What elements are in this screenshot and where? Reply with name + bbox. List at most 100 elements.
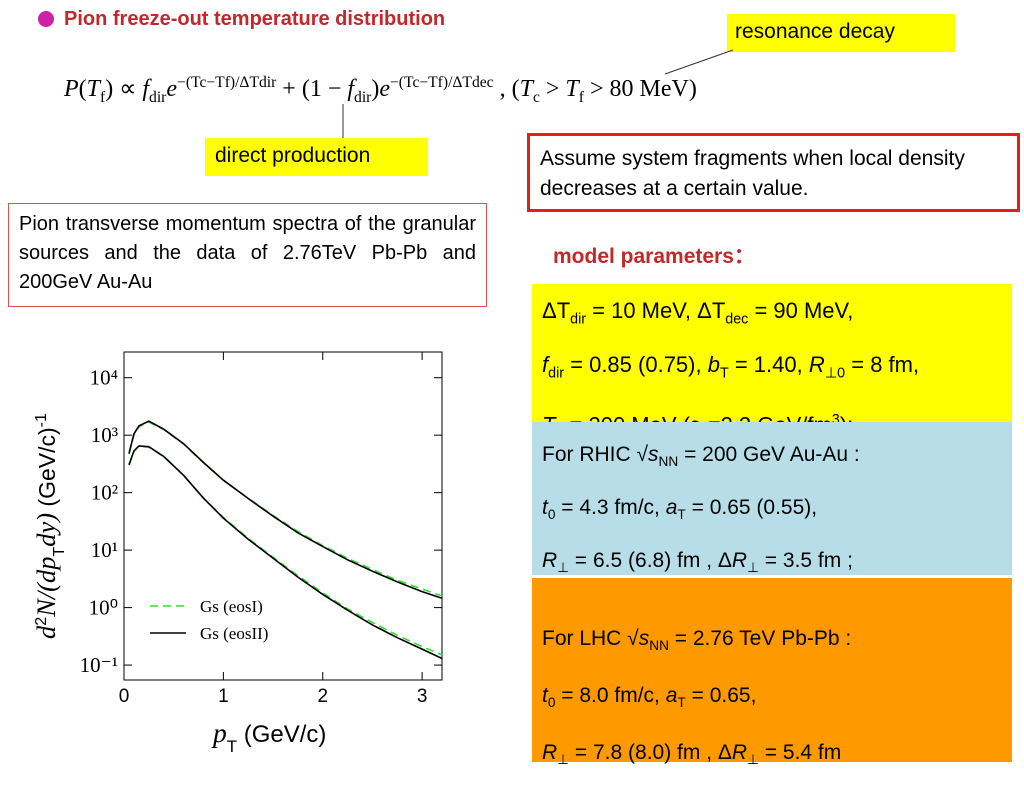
parameter-line: R⊥ = 7.8 (8.0) fm , ΔR⊥ = 5.4 fm: [542, 728, 1012, 785]
italic: N/(dp: [31, 557, 61, 618]
text: = 4.3 fm/c,: [555, 496, 666, 520]
text: = 0.65,: [685, 684, 757, 708]
slide-title: Pion freeze-out temperature distribution: [64, 8, 446, 30]
subscript: T: [677, 507, 686, 523]
italic: f: [142, 76, 150, 102]
parameters-title: model parameters：: [553, 245, 755, 268]
italic: R: [542, 741, 558, 765]
x-tick-label: 2: [317, 686, 328, 707]
y-tick-label: 10²: [91, 481, 118, 505]
subscript: dir: [149, 88, 167, 106]
callout-resonance: resonance decay: [727, 14, 955, 52]
text: = 8.0 fm/c,: [555, 684, 666, 708]
slide: Pion freeze-out temperature distribution…: [8, 8, 1020, 768]
parameters-rhic: For RHIC √sNN = 200 GeV Au-Au : t0 = 4.3 …: [532, 422, 1012, 576]
subscript: T: [227, 737, 237, 756]
italic: dy): [31, 513, 61, 547]
superscript: −(Tc−Tf)/ΔTdir: [177, 74, 277, 91]
text: = 200 GeV Au-Au :: [678, 443, 860, 466]
italic: R: [542, 549, 558, 573]
description-box: Pion transverse momentum spectra of the …: [8, 203, 487, 307]
text: = 10 MeV, ΔT: [586, 298, 726, 323]
callout-lines: [342, 49, 734, 138]
parameters-common: ΔTdir = 10 MeV, ΔTdec = 90 MeV, fdir = 0.…: [532, 284, 1012, 442]
text: (GeV/c): [34, 427, 60, 513]
subscript: c: [532, 88, 540, 106]
text: For LHC √: [542, 627, 639, 650]
text: (GeV/c): [237, 721, 326, 748]
subscript: NN: [649, 638, 669, 654]
legend-label: Gs (eosII): [200, 624, 268, 643]
text: = 6.5 (6.8) fm , Δ: [569, 549, 732, 573]
text: + (1 −: [276, 76, 348, 102]
italic: e: [379, 76, 391, 102]
curve: [128, 445, 443, 660]
x-tick-label: 1: [218, 686, 229, 707]
subscript: dir: [548, 365, 565, 382]
italic: t: [542, 684, 548, 708]
formula: P(Tf) ∝ fdire−(Tc−Tf)/ΔTdir + (1 − fdir)…: [64, 74, 697, 107]
subscript: dir: [570, 311, 587, 328]
y-tick-label: 10⁴: [90, 366, 118, 390]
italic: f: [542, 352, 549, 378]
text: For RHIC √: [542, 443, 649, 466]
text: ΔT: [542, 298, 571, 323]
italic: t: [542, 496, 548, 520]
italic: f: [347, 76, 355, 102]
italic: a: [665, 496, 678, 520]
text: >: [539, 76, 566, 102]
y-axis-label: d2N/(dpTdy) (GeV/c)-1: [31, 413, 68, 639]
text: ) ∝: [105, 76, 143, 102]
text: , (: [493, 76, 520, 102]
parameter-line: R⊥ = 6.5 (6.8) fm , ΔR⊥ = 3.5 fm ;: [542, 538, 1012, 591]
parameter-line: t0 = 4.3 fm/c, aT = 0.65 (0.55),: [542, 485, 1012, 538]
italic: R: [808, 352, 825, 378]
subscript: T: [677, 695, 686, 711]
y-tick-label: 10⁰: [89, 596, 118, 620]
text: = 90 MeV,: [748, 298, 854, 323]
text: = 5.4 fm: [758, 741, 842, 765]
pointer: [664, 49, 734, 75]
x-tick-label: 0: [119, 686, 130, 707]
subscript: dir: [354, 88, 372, 106]
subscript: ⊥: [747, 560, 759, 576]
subscript: ⊥: [557, 560, 570, 576]
curve: [128, 420, 443, 600]
legend-label: Gs (eosI): [200, 597, 263, 616]
parameter-line: t0 = 8.0 fm/c, aT = 0.65,: [542, 671, 1012, 728]
italic: b: [707, 352, 720, 378]
italic: d: [31, 625, 61, 639]
callout-direct: direct production: [205, 138, 428, 176]
parameter-line: For RHIC √sNN = 200 GeV Au-Au :: [542, 432, 1012, 485]
parameters-lhc: For LHC √sNN = 2.76 TeV Pb-Pb : t0 = 8.0 …: [532, 578, 1012, 768]
italic: e: [166, 76, 178, 102]
text: = 0.65 (0.55),: [685, 496, 818, 520]
parameter-line: ΔTdir = 10 MeV, ΔTdec = 90 MeV,: [542, 288, 1012, 342]
subscript: f: [578, 88, 584, 106]
italic: P: [64, 76, 79, 102]
italic: R: [731, 741, 748, 765]
subscript: f: [100, 88, 106, 106]
italic: R: [731, 549, 748, 573]
superscript: 2: [32, 617, 50, 626]
italic: p: [211, 717, 227, 748]
plot-frame: [123, 351, 443, 681]
subscript: T: [50, 547, 68, 557]
x-tick-label: 3: [417, 686, 428, 707]
italic: a: [665, 684, 678, 708]
y-tick-label: 10¹: [91, 538, 118, 562]
subscript: dec: [725, 311, 749, 328]
text: (: [78, 76, 87, 102]
text: = 8 fm,: [845, 352, 920, 378]
curve: [128, 421, 443, 597]
italic: T: [519, 76, 533, 102]
y-tick-label: 10³: [91, 423, 118, 447]
x-axis-label: pT (GeV/c): [211, 717, 326, 756]
text: = 2.76 TeV Pb-Pb :: [668, 627, 852, 650]
subscript: ⊥: [747, 752, 759, 768]
subscript: T: [719, 365, 729, 382]
text: = 0.85 (0.75),: [564, 352, 708, 378]
bullet: [38, 11, 54, 27]
text: ): [371, 76, 380, 102]
